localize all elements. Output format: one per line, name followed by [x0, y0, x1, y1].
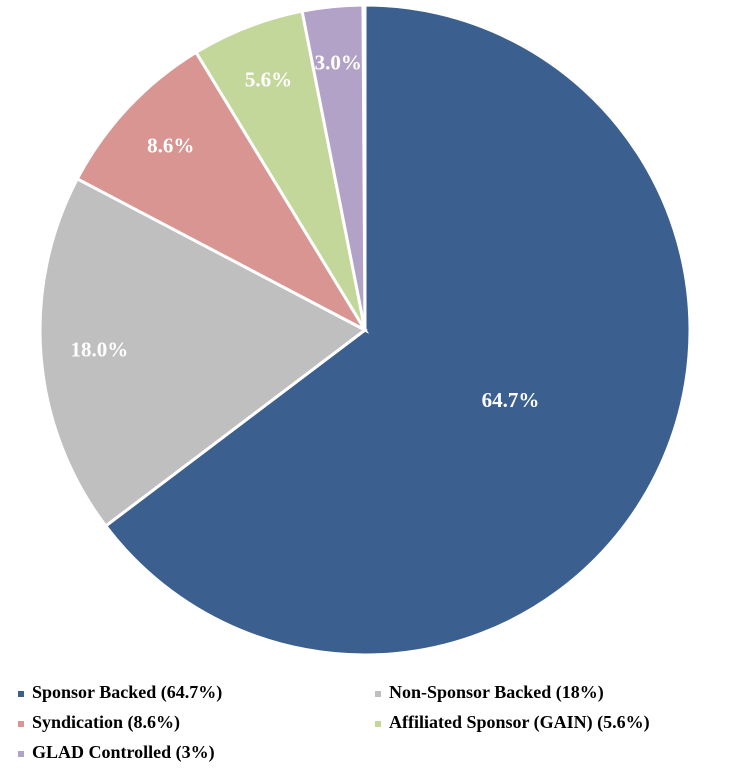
- legend: Sponsor Backed (64.7%) Non-Sponsor Backed…: [18, 682, 650, 763]
- legend-swatch: [18, 721, 24, 727]
- pie-slice: [300, 3, 367, 331]
- legend-label: Affiliated Sponsor (GAIN) (5.6%): [389, 712, 650, 733]
- pie-slice: [75, 50, 370, 334]
- data-label: 64.7%: [482, 388, 540, 412]
- data-label: 3.0%: [315, 51, 362, 75]
- pie: [38, 3, 692, 657]
- legend-swatch: [375, 691, 381, 697]
- data-labels: 64.7% 18.0% 8.6% 5.6% 3.0%: [71, 51, 540, 413]
- legend-label: Non-Sponsor Backed (18%): [389, 682, 604, 703]
- legend-swatch: [375, 721, 381, 727]
- legend-label: Syndication (8.6%): [32, 712, 180, 733]
- legend-label: GLAD Controlled (3%): [32, 742, 215, 763]
- legend-label: Sponsor Backed (64.7%): [32, 682, 222, 703]
- pie-slice: [38, 176, 368, 529]
- data-label: 8.6%: [147, 133, 194, 157]
- pie-slice: [103, 3, 692, 657]
- data-label: 5.6%: [245, 67, 292, 91]
- legend-swatch: [18, 751, 24, 757]
- legend-swatch: [18, 691, 24, 697]
- data-label: 18.0%: [71, 338, 129, 362]
